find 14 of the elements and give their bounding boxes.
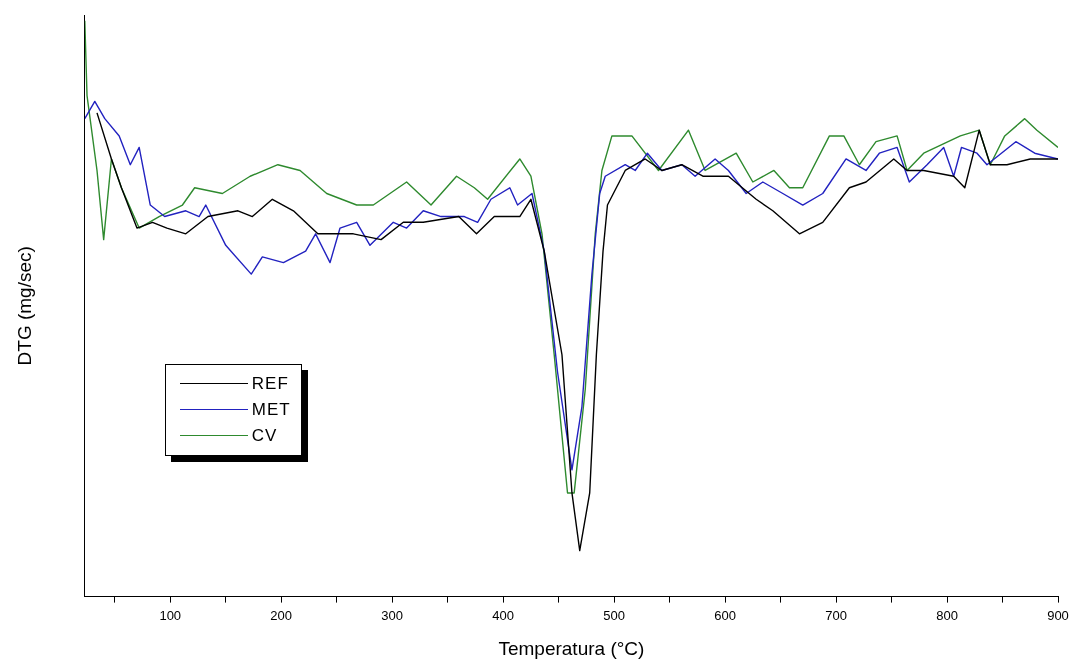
legend-label: MET (251, 399, 291, 420)
x-tick-label: 900 (1047, 607, 1069, 623)
legend-label: REF (251, 373, 289, 394)
x-axis-title: Temperatura (°C) (498, 637, 645, 659)
y-axis-title: DTG (mg/sec) (13, 246, 35, 366)
x-tick-label: 500 (603, 607, 625, 623)
x-tick-label: 400 (492, 607, 515, 623)
x-tick-label: 800 (936, 607, 958, 623)
x-tick-label: 300 (381, 607, 404, 623)
legend-label: CV (251, 425, 278, 446)
x-tick-label: 600 (714, 607, 736, 623)
x-tick-label: 100 (159, 607, 182, 623)
x-tick-label: 700 (825, 607, 847, 623)
x-tick-label: 200 (270, 607, 293, 623)
